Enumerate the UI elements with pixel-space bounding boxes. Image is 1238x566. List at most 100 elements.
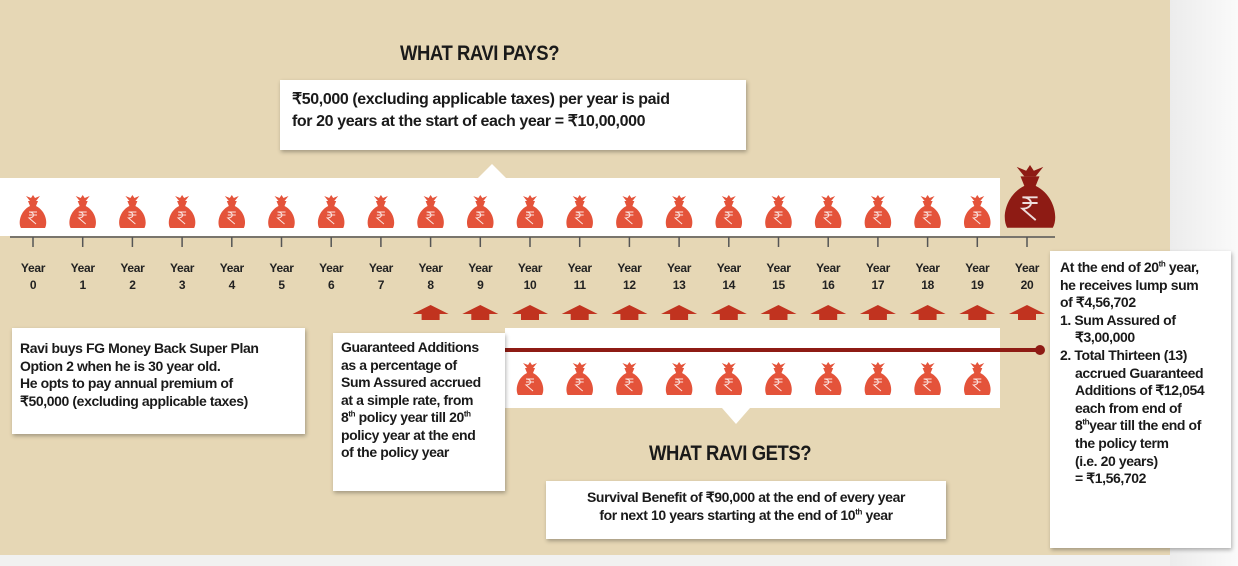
text: policy year at the end xyxy=(341,426,476,443)
up-arrow xyxy=(412,305,449,320)
benefit-bag xyxy=(516,362,544,395)
up-arrow xyxy=(661,305,698,320)
up-arrow xyxy=(909,305,946,320)
bag-top xyxy=(870,195,885,201)
year-label: Year xyxy=(617,261,642,275)
bag-top xyxy=(324,195,339,201)
bag-top xyxy=(224,195,239,201)
payment-bag xyxy=(864,195,892,228)
purchase-box: Ravi buys FG Money Back Super Plan Option… xyxy=(12,328,305,434)
bag-top xyxy=(672,195,687,201)
payment-bag xyxy=(715,195,743,228)
year-number: 15 xyxy=(772,278,785,292)
text: Guaranteed Additions xyxy=(341,339,479,355)
text: for 20 years at the start of each year =… xyxy=(292,113,646,130)
text: each from end of xyxy=(1075,399,1182,416)
text: year till the end of xyxy=(1089,417,1201,434)
benefit-bag xyxy=(765,362,792,395)
year-label: Year xyxy=(468,261,493,275)
text-line: he receives lump sum xyxy=(1060,277,1221,295)
text: policy year till 20 xyxy=(355,409,465,425)
payment-bag xyxy=(417,195,444,228)
benefit-bag xyxy=(715,362,743,395)
year-label: Year xyxy=(269,261,294,275)
year-number: 12 xyxy=(623,278,636,292)
bag-top xyxy=(26,195,40,201)
benefit-bag xyxy=(964,362,991,395)
text-line: Survival Benefit of ₹90,000 at the end o… xyxy=(554,489,938,507)
year-number: 20 xyxy=(1021,278,1034,292)
text-line: at a simple rate, from xyxy=(341,392,497,410)
superscript: th xyxy=(1082,417,1090,427)
text: Ravi buys FG Money Back Super Plan xyxy=(20,340,259,356)
text-line: for 20 years at the start of each year =… xyxy=(292,111,734,133)
superscript: th xyxy=(1158,259,1166,269)
year-label: Year xyxy=(568,261,593,275)
year-label: Year xyxy=(120,261,145,275)
year-number: 8 xyxy=(427,278,434,292)
year-number: 6 xyxy=(328,278,335,292)
rupee-icon xyxy=(971,378,982,392)
text: ₹50,000 (excluding applicable taxes) per… xyxy=(292,91,670,108)
year-label: Year xyxy=(518,261,543,275)
year-label: Year xyxy=(220,261,245,275)
payment-bag xyxy=(19,195,47,228)
benefit-bag xyxy=(566,362,593,395)
rupee-icon xyxy=(176,211,187,225)
rupee-icon xyxy=(673,378,684,392)
text: Option 2 when he is 30 year old. xyxy=(20,357,221,374)
rupee-icon xyxy=(723,378,733,392)
text: (i.e. 20 years) xyxy=(1075,452,1158,469)
text: of ₹4,56,702 xyxy=(1060,294,1136,311)
benefit-bag xyxy=(665,362,693,395)
text-line: At the end of 20th year, xyxy=(1060,259,1221,277)
bag-top xyxy=(821,195,836,201)
up-arrow xyxy=(760,305,797,320)
up-arrow xyxy=(710,305,747,320)
text-line: ₹50,000 (excluding applicable taxes) per… xyxy=(292,89,734,111)
text: ₹3,00,000 xyxy=(1075,329,1135,346)
payment-bag xyxy=(467,195,494,228)
year-label: Year xyxy=(866,261,891,275)
benefit-bag xyxy=(814,362,842,395)
year-number: 10 xyxy=(524,278,537,292)
rupee-icon xyxy=(524,211,534,225)
bag-top xyxy=(572,195,587,201)
bag-top xyxy=(175,195,190,201)
rupee-icon xyxy=(375,211,385,225)
timeline-band xyxy=(0,178,1000,236)
up-arrow xyxy=(959,305,996,320)
year-label: Year xyxy=(916,261,941,275)
rupee-icon xyxy=(773,211,783,225)
rupee-icon xyxy=(723,211,733,225)
gets-box: Survival Benefit of ₹90,000 at the end o… xyxy=(546,481,946,539)
text-line: the policy term xyxy=(1060,435,1221,453)
rupee-icon xyxy=(1019,196,1038,221)
lump-sum-box: At the end of 20th year, he receives lump… xyxy=(1050,251,1231,548)
text: At the end of 20 xyxy=(1060,259,1159,275)
rupee-icon xyxy=(822,211,833,225)
up-arrow xyxy=(561,305,598,320)
accrual-end xyxy=(1035,345,1045,355)
text: year, xyxy=(1165,259,1199,275)
text-line: 8th policy year till 20th xyxy=(341,409,497,427)
up-arrow xyxy=(512,305,548,320)
payment-bag xyxy=(218,195,246,228)
year-number: 0 xyxy=(30,278,37,292)
payment-bag xyxy=(516,195,544,228)
text-line: 2. Total Thirteen (13) xyxy=(1060,347,1221,365)
year-label: Year xyxy=(419,261,444,275)
payment-bag xyxy=(367,195,395,228)
rupee-icon xyxy=(773,378,783,392)
year-number: 11 xyxy=(574,278,587,292)
band-pointer xyxy=(478,164,506,178)
text-line: Guaranteed Additions xyxy=(341,339,497,357)
bag-top xyxy=(572,362,587,368)
rupee-icon xyxy=(624,211,634,225)
text: he receives lump sum xyxy=(1060,276,1199,293)
text: accrued Guaranteed xyxy=(1075,364,1204,381)
year-number: 1 xyxy=(80,278,87,292)
bag-top xyxy=(373,195,388,201)
up-arrow xyxy=(611,305,648,320)
text-line: He opts to pay annual premium of xyxy=(20,375,297,393)
